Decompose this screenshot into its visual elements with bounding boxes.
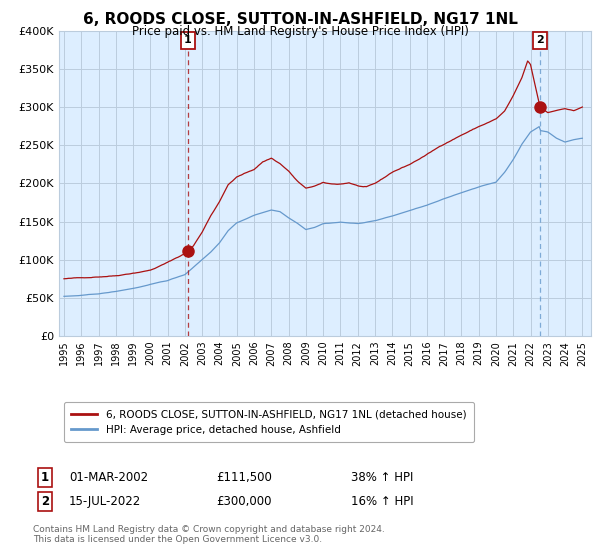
Text: £111,500: £111,500 bbox=[216, 470, 272, 484]
Text: 2: 2 bbox=[536, 35, 544, 45]
Text: 16% ↑ HPI: 16% ↑ HPI bbox=[351, 494, 413, 508]
Text: Contains HM Land Registry data © Crown copyright and database right 2024.
This d: Contains HM Land Registry data © Crown c… bbox=[33, 525, 385, 544]
Text: 38% ↑ HPI: 38% ↑ HPI bbox=[351, 470, 413, 484]
Legend: 6, ROODS CLOSE, SUTTON-IN-ASHFIELD, NG17 1NL (detached house), HPI: Average pric: 6, ROODS CLOSE, SUTTON-IN-ASHFIELD, NG17… bbox=[64, 402, 473, 442]
Text: 1: 1 bbox=[41, 470, 49, 484]
Text: 1: 1 bbox=[184, 35, 192, 45]
Text: 01-MAR-2002: 01-MAR-2002 bbox=[69, 470, 148, 484]
Text: £300,000: £300,000 bbox=[216, 494, 271, 508]
Text: 6, ROODS CLOSE, SUTTON-IN-ASHFIELD, NG17 1NL: 6, ROODS CLOSE, SUTTON-IN-ASHFIELD, NG17… bbox=[83, 12, 517, 27]
Text: 2: 2 bbox=[41, 494, 49, 508]
Text: 15-JUL-2022: 15-JUL-2022 bbox=[69, 494, 141, 508]
Text: Price paid vs. HM Land Registry's House Price Index (HPI): Price paid vs. HM Land Registry's House … bbox=[131, 25, 469, 38]
